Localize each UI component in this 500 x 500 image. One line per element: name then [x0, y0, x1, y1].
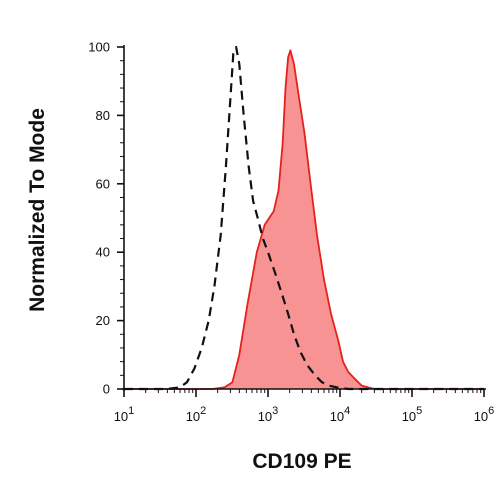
- x-tick-label: 106: [474, 405, 495, 424]
- series-0-fill: [124, 50, 484, 390]
- plot-area: [124, 45, 484, 391]
- x-tick-label: 101: [114, 405, 135, 424]
- y-tick-label: 20: [96, 313, 110, 328]
- series-0-line: [124, 49, 484, 390]
- y-axis-title: Normalized To Mode: [26, 108, 49, 312]
- x-tick-label: 104: [330, 405, 351, 424]
- x-tick-label: 105: [402, 405, 423, 424]
- y-tick-label: 80: [96, 108, 110, 123]
- y-tick-label: 0: [103, 382, 110, 397]
- x-axis-title: CD109 PE: [252, 450, 351, 473]
- x-tick-label: 102: [186, 405, 207, 424]
- y-axis: 0 20 40 60 80 100: [88, 40, 125, 397]
- y-tick-label: 100: [88, 40, 110, 55]
- x-axis: 101 102 103 104 105 106: [114, 388, 495, 424]
- x-tick-label: 103: [258, 405, 279, 424]
- y-tick-label: 40: [96, 245, 110, 260]
- y-tick-label: 60: [96, 176, 110, 191]
- series-1-line: [124, 45, 484, 391]
